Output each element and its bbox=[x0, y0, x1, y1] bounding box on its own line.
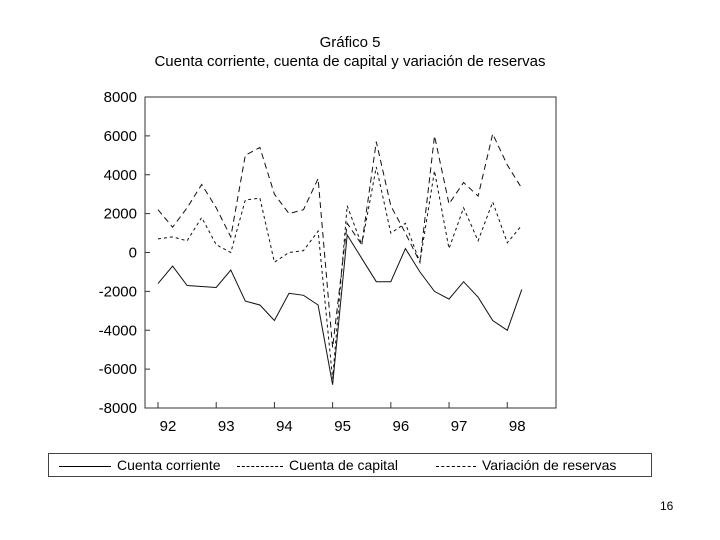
x-tick-label: 92 bbox=[160, 418, 177, 435]
y-tick-label: -6000 bbox=[99, 361, 137, 378]
y-axis: 8000 6000 4000 2000 0 -2000 -4000 -6000 -8000 bbox=[99, 89, 150, 417]
y-tick-label: 0 bbox=[129, 245, 137, 262]
y-tick-label: 4000 bbox=[104, 167, 137, 184]
legend-label: Cuenta de capital bbox=[289, 457, 398, 473]
y-tick-label: -4000 bbox=[99, 322, 137, 339]
y-tick-label: -2000 bbox=[99, 283, 137, 300]
chart-subtitle: Cuenta corriente, cuenta de capital y va… bbox=[154, 53, 546, 70]
series-line-1 bbox=[157, 233, 523, 385]
y-tick-label: -8000 bbox=[99, 400, 137, 417]
y-tick-label: 6000 bbox=[104, 128, 137, 145]
legend-swatch-dashed bbox=[237, 465, 283, 467]
legend-label: Cuenta corriente bbox=[117, 457, 221, 473]
series-line-3 bbox=[157, 132, 523, 348]
x-tick-label: 95 bbox=[334, 418, 351, 435]
x-tick-label: 94 bbox=[276, 418, 293, 435]
legend-item-cuenta-capital: Cuenta de capital bbox=[237, 454, 398, 476]
legend-item-variacion-reservas: Variación de reservas bbox=[436, 454, 616, 476]
legend-swatch-solid bbox=[59, 465, 111, 467]
x-tick-label: 97 bbox=[451, 418, 468, 435]
legend: Cuenta corriente Cuenta de capital Varia… bbox=[48, 453, 652, 477]
legend-swatch-longdash bbox=[436, 465, 476, 467]
y-tick-label: 2000 bbox=[104, 206, 137, 223]
legend-item-cuenta-corriente: Cuenta corriente bbox=[59, 454, 221, 476]
y-tick-label: 8000 bbox=[104, 89, 137, 106]
series-line-2 bbox=[157, 166, 523, 379]
legend-label: Variación de reservas bbox=[482, 457, 617, 473]
chart-title: Gráfico 5 bbox=[319, 34, 381, 51]
x-tick-label: 93 bbox=[218, 418, 235, 435]
page-number: 16 bbox=[660, 499, 674, 513]
x-axis: 92 93 94 95 96 97 98 bbox=[157, 402, 526, 435]
series-lines bbox=[157, 132, 523, 385]
x-tick-label: 98 bbox=[509, 418, 526, 435]
x-tick-label: 96 bbox=[392, 418, 409, 435]
plot-frame bbox=[144, 96, 557, 409]
